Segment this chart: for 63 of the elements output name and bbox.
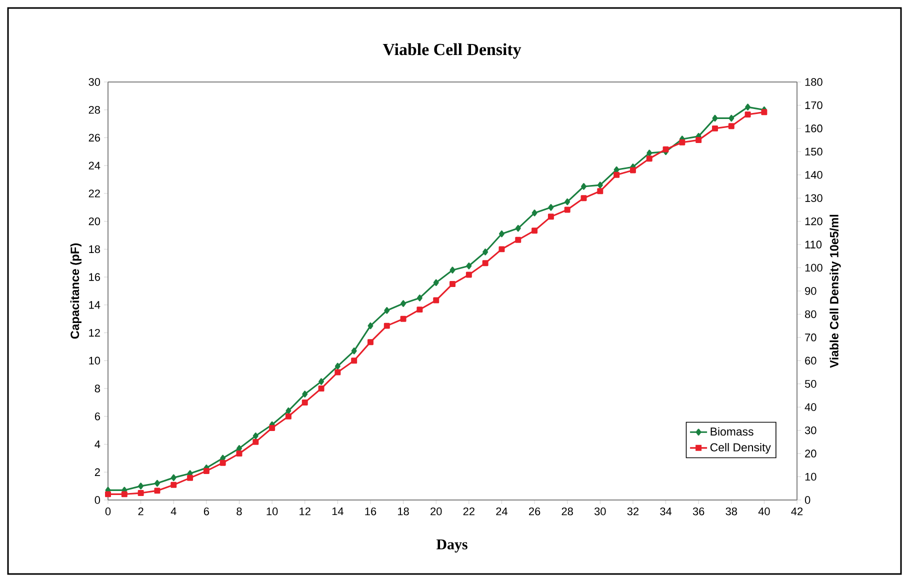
- x-tick-label: 16: [365, 508, 376, 516]
- y2-tick-label: 120: [805, 217, 822, 226]
- y-tick-label: 16: [89, 273, 100, 281]
- x-tick-label: 12: [300, 508, 310, 516]
- x-tick-label: 22: [463, 508, 474, 516]
- legend-label: Cell Density: [710, 443, 771, 454]
- x-tick-label: 34: [660, 508, 672, 516]
- x-tick-label: 40: [758, 508, 770, 516]
- x-tick-label: 30: [594, 508, 606, 516]
- y-tick-label: 28: [88, 106, 100, 114]
- y2-tick-label: 110: [805, 240, 822, 248]
- y2-tick-label: 80: [805, 310, 816, 318]
- y2-tick-label: 30: [804, 426, 816, 434]
- chart-title: Viable Cell Density: [382, 43, 522, 59]
- x-tick-label: 36: [692, 508, 704, 516]
- y-tick-label: 30: [88, 78, 100, 86]
- y2-axis-title: Viable Cell Density 10e5/ml: [830, 214, 841, 368]
- y-tick-label: 26: [88, 134, 100, 142]
- x-tick-label: 18: [398, 508, 409, 516]
- y2-tick-label: 130: [805, 194, 822, 202]
- y2-tick-label: 140: [805, 171, 822, 179]
- y2-tick-label: 100: [805, 264, 822, 272]
- y-tick-label: 4: [94, 440, 100, 448]
- y-tick-label: 18: [89, 245, 100, 254]
- x-tick-label: 26: [528, 508, 540, 516]
- y-tick-label: 22: [88, 190, 100, 198]
- y-tick-label: 14: [89, 301, 100, 309]
- x-tick-label: 14: [332, 508, 344, 516]
- x-tick-label: 4: [170, 508, 176, 516]
- y2-tick-label: 60: [805, 356, 816, 365]
- y2-tick-label: 90: [805, 287, 816, 295]
- y-tick-label: 20: [88, 217, 100, 226]
- y2-tick-label: 180: [805, 78, 822, 86]
- x-tick-label: 10: [266, 508, 278, 516]
- x-tick-label: 2: [138, 508, 144, 516]
- x-tick-label: 38: [726, 508, 737, 516]
- y2-tick-label: 70: [805, 334, 816, 342]
- y-tick-label: 12: [89, 328, 100, 337]
- y-tick-label: 10: [89, 356, 100, 365]
- y-tick-label: 2: [94, 468, 100, 476]
- y-tick-label: 8: [94, 384, 100, 392]
- y2-tick-label: 20: [805, 450, 816, 458]
- y2-tick-label: 170: [805, 101, 822, 110]
- x-tick-label: 20: [430, 508, 442, 516]
- y2-tick-label: 50: [804, 380, 816, 388]
- y2-tick-label: 150: [805, 148, 822, 156]
- x-tick-label: 28: [562, 508, 573, 516]
- y2-tick-label: 160: [805, 124, 822, 132]
- y-tick-label: 6: [94, 412, 100, 420]
- x-tick-label: 42: [791, 508, 803, 516]
- y-axis-title: Capacitance (pF): [70, 243, 82, 339]
- y2-tick-label: 40: [804, 403, 816, 411]
- x-tick-label: 8: [236, 508, 242, 516]
- x-tick-label: 6: [204, 508, 209, 516]
- x-axis-title: Days: [436, 539, 468, 552]
- y-tick-label: 0: [94, 496, 100, 504]
- y2-tick-label: 10: [805, 472, 816, 481]
- y2-tick-label: 0: [804, 496, 810, 504]
- x-tick-label: 0: [105, 508, 111, 516]
- y-tick-label: 24: [88, 162, 100, 170]
- x-tick-label: 32: [627, 508, 639, 516]
- legend-label: Biomass: [710, 427, 754, 436]
- x-tick-label: 24: [496, 508, 508, 516]
